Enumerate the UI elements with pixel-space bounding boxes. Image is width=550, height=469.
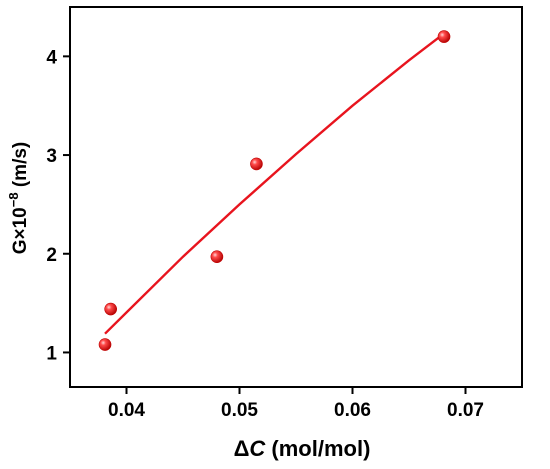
points-layer bbox=[98, 30, 451, 351]
y-tick-label: 1 bbox=[46, 343, 57, 364]
data-point bbox=[250, 157, 263, 171]
x-tick-label: 0.07 bbox=[447, 400, 484, 421]
y-tick-label: 2 bbox=[46, 245, 57, 266]
x-tick-label: 0.06 bbox=[334, 400, 371, 421]
fit-line bbox=[104, 32, 445, 335]
x-axis-label: ΔC (mol/mol) bbox=[234, 436, 371, 461]
x-tick-label: 0.05 bbox=[221, 400, 258, 421]
ticks-layer: 0.04 0.05 0.06 0.07 1 2 3 4 bbox=[46, 47, 484, 421]
y-tick-label: 3 bbox=[46, 146, 57, 167]
data-point bbox=[98, 338, 112, 351]
data-point bbox=[104, 302, 117, 316]
x-tick-label: 0.04 bbox=[108, 400, 145, 421]
data-point bbox=[210, 250, 224, 264]
y-axis-label: G×10−8 (m/s) bbox=[6, 142, 31, 255]
plot-frame bbox=[69, 6, 523, 388]
y-tick-label: 4 bbox=[46, 47, 57, 68]
data-point bbox=[437, 30, 451, 43]
